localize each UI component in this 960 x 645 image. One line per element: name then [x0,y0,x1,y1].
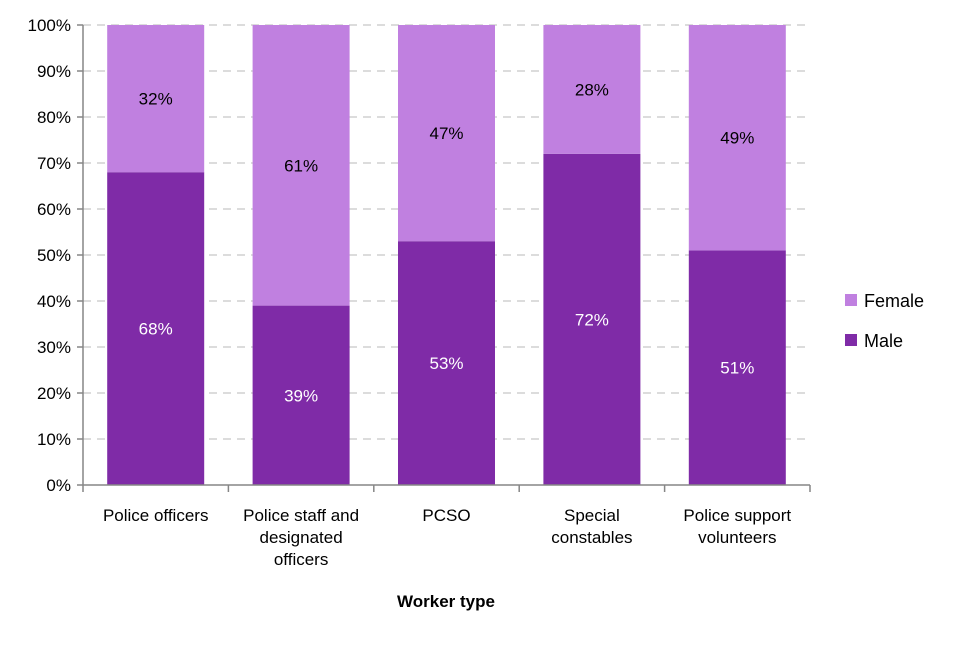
bar-female [543,25,641,154]
y-tick-label: 30% [37,338,71,357]
legend-item-female: Female [845,291,924,311]
legend: Female Male [845,291,924,351]
x-tick-label: Police support [683,506,791,525]
x-tick-label: Special [564,506,620,525]
y-tick-label: 60% [37,200,71,219]
x-tick-label: Police staff and [243,506,359,525]
bar-male [543,153,641,486]
data-label: 49% [720,129,754,148]
x-tick-label: PCSO [422,506,470,525]
legend-label: Male [864,331,903,351]
bar-female [252,25,350,306]
bars: 68% 32% 39% 61% 53% 47% 72% 28% 51% 49% [107,25,786,486]
y-tick-label: 90% [37,62,71,81]
data-label: 47% [429,124,463,143]
y-tick-label: 10% [37,430,71,449]
data-label: 28% [575,80,609,99]
bar-female [398,25,495,242]
legend-item-male: Male [845,331,903,351]
legend-swatch [845,294,857,306]
bar-male [107,172,205,485]
data-label: 61% [284,156,318,175]
data-label: 39% [284,386,318,405]
bar-female [107,25,205,173]
bar-male [252,305,350,485]
y-tick-label: 20% [37,384,71,403]
y-tick-label: 50% [37,246,71,265]
y-tick-label: 0% [46,476,71,495]
x-tick-label: Police officers [103,506,209,525]
data-label: 53% [429,354,463,373]
x-tick-label: designated [260,528,343,547]
axes: 0% 10% 20% 30% 40% 50% 60% 70% 80% 90% 100% Police … [28,16,811,569]
y-tick-label: 70% [37,154,71,173]
bar-female [688,25,786,251]
x-tick-label: volunteers [698,528,776,547]
x-tick-label: constables [551,528,632,547]
legend-swatch [845,334,857,346]
x-tick-label: officers [274,550,329,569]
bar-male [688,250,786,485]
data-label: 32% [139,90,173,109]
y-tick-label: 80% [37,108,71,127]
legend-label: Female [864,291,924,311]
data-label: 51% [720,359,754,378]
x-axis-title: Worker type [397,592,495,611]
data-label: 68% [139,320,173,339]
y-tick-label: 100% [28,16,71,35]
data-label: 72% [575,310,609,329]
bar-male [398,241,495,485]
y-tick-label: 40% [37,292,71,311]
